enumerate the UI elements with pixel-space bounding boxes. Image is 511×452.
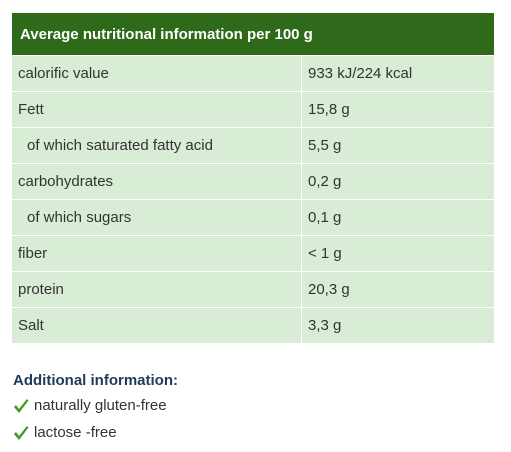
info-item: lactose -free <box>13 419 178 446</box>
value: 5,5 g <box>301 127 494 164</box>
row: carbohydrates 0,2 g <box>12 163 494 200</box>
value: 20,3 g <box>301 271 494 308</box>
label: calorific value <box>12 55 302 92</box>
nutrition-table: Average nutritional information per 100 … <box>12 13 494 344</box>
row: Fett 15,8 g <box>12 91 494 128</box>
value: < 1 g <box>301 235 494 272</box>
table-title: Average nutritional information per 100 … <box>12 13 494 56</box>
header-row: Average nutritional information per 100 … <box>12 13 494 56</box>
row: protein 20,3 g <box>12 271 494 308</box>
value: 0,2 g <box>301 163 494 200</box>
check-icon <box>14 425 29 440</box>
row: calorific value 933 kJ/224 kcal <box>12 55 494 92</box>
label: fiber <box>12 235 302 272</box>
item-text: lactose -free <box>34 424 117 441</box>
label: of which sugars <box>12 199 302 236</box>
row: of which sugars 0,1 g <box>12 199 494 236</box>
label: carbohydrates <box>12 163 302 200</box>
additional-info: Additional information: naturally gluten… <box>13 372 178 446</box>
row: Salt 3,3 g <box>12 307 494 344</box>
check-icon <box>14 398 29 413</box>
value: 0,1 g <box>301 199 494 236</box>
label: protein <box>12 271 302 308</box>
additional-title: Additional information: <box>13 372 178 389</box>
item-text: naturally gluten-free <box>34 397 167 414</box>
row: fiber < 1 g <box>12 235 494 272</box>
info-item: naturally gluten-free <box>13 392 178 419</box>
row: of which saturated fatty acid 5,5 g <box>12 127 494 164</box>
label: Fett <box>12 91 302 128</box>
value: 3,3 g <box>301 307 494 344</box>
label: of which saturated fatty acid <box>12 127 302 164</box>
value: 933 kJ/224 kcal <box>301 55 494 92</box>
label: Salt <box>12 307 302 344</box>
value: 15,8 g <box>301 91 494 128</box>
